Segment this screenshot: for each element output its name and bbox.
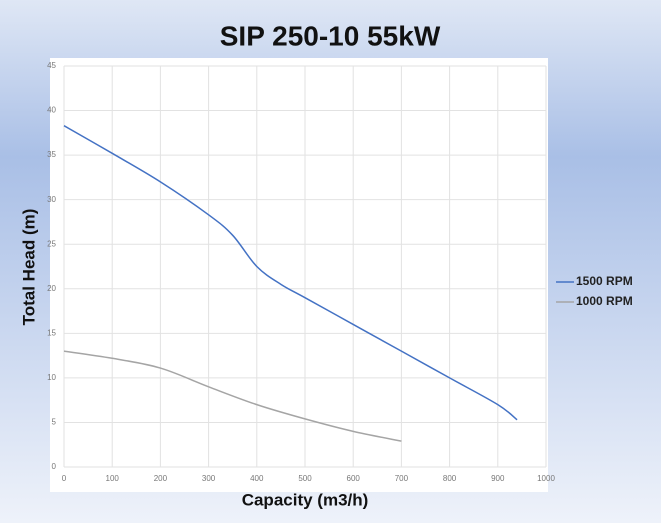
y-axis-label: Total Head (m) [19, 209, 38, 326]
x-tick-label: 1000 [537, 474, 555, 483]
y-tick-label: 5 [52, 418, 57, 427]
plot-area [50, 58, 548, 492]
x-tick-label: 300 [202, 474, 216, 483]
y-tick-label: 0 [52, 462, 57, 471]
x-tick-label: 800 [443, 474, 457, 483]
x-tick-label: 600 [347, 474, 361, 483]
x-tick-label: 200 [154, 474, 168, 483]
y-tick-label: 40 [47, 106, 56, 115]
x-tick-label: 400 [250, 474, 264, 483]
y-tick-label: 45 [47, 61, 56, 70]
chart-title: SIP 250-10 55kW [220, 20, 441, 51]
legend-label: 1000 RPM [576, 294, 633, 308]
series-line [63, 350, 402, 442]
x-tick-label: 900 [491, 474, 505, 483]
x-tick-label: 700 [395, 474, 409, 483]
y-tick-label: 15 [47, 328, 56, 337]
series-line [63, 125, 518, 421]
x-axis-label: Capacity (m3/h) [242, 490, 369, 509]
y-tick-label: 20 [47, 284, 56, 293]
y-tick-label: 25 [47, 239, 56, 248]
y-tick-label: 10 [47, 373, 56, 382]
x-tick-label: 100 [106, 474, 120, 483]
legend-label: 1500 RPM [576, 274, 633, 288]
x-tick-label: 0 [62, 474, 67, 483]
y-tick-label: 30 [47, 195, 56, 204]
x-tick-label: 500 [298, 474, 312, 483]
y-tick-label: 35 [47, 150, 56, 159]
